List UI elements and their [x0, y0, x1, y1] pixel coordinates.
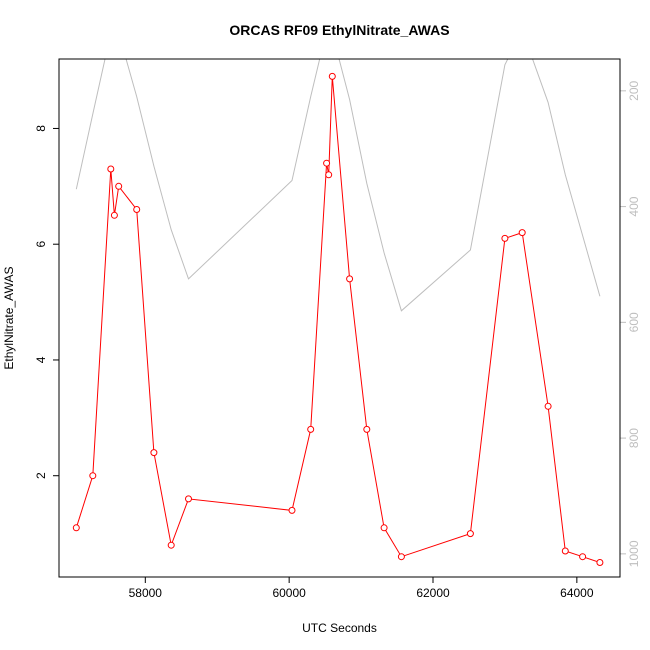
y-tick-label: 8: [34, 125, 48, 132]
secondary-series-layer: [75, 59, 601, 312]
data-point: [380, 524, 388, 532]
data-point: [561, 547, 569, 555]
data-point: [518, 229, 526, 237]
x-tick-label: 60000: [272, 586, 306, 600]
y-axis-label: EthylNitrate_AWAS: [2, 266, 16, 369]
secondary-series-line: [75, 59, 601, 312]
data-point: [466, 530, 474, 538]
data-point: [544, 402, 552, 410]
data-point: [363, 425, 371, 433]
data-point: [115, 182, 123, 190]
primary-series-layer: [72, 72, 604, 566]
data-point: [579, 553, 587, 561]
data-point: [288, 506, 296, 514]
primary-series-line: [75, 76, 601, 563]
y2-tick-label: 200: [627, 81, 641, 101]
x-tick-label: 64000: [560, 586, 594, 600]
y-tick-label: 6: [34, 241, 48, 248]
data-point: [596, 559, 604, 566]
chart-title: ORCAS RF09 EthylNitrate_AWAS: [229, 22, 449, 38]
x-tick-label: 62000: [416, 586, 450, 600]
y-tick-label: 4: [34, 356, 48, 363]
data-point: [325, 171, 333, 179]
data-point: [501, 234, 509, 242]
data-point: [89, 472, 97, 480]
y2-tick-label: 400: [627, 196, 641, 216]
y2-tick-label: 800: [627, 428, 641, 448]
axes: 58000 60000 62000 64000 2 4 6 8 200 400 600 800 1000: [34, 81, 641, 600]
plot-frame: [58, 58, 621, 578]
data-point: [167, 541, 175, 549]
data-point: [323, 159, 331, 167]
data-point: [72, 524, 80, 532]
data-point: [133, 206, 141, 213]
data-point: [346, 275, 354, 283]
x-axis-label: UTC Seconds: [302, 621, 377, 635]
data-point: [110, 211, 118, 219]
data-point: [150, 449, 158, 457]
data-point: [107, 165, 115, 173]
y-tick-label: 2: [34, 472, 48, 479]
data-point: [185, 495, 192, 503]
data-point: [307, 425, 315, 433]
y2-tick-label: 1000: [627, 540, 641, 567]
x-tick-label: 58000: [129, 586, 163, 600]
data-point: [397, 553, 405, 561]
y2-tick-label: 600: [627, 312, 641, 332]
data-point: [328, 72, 336, 80]
